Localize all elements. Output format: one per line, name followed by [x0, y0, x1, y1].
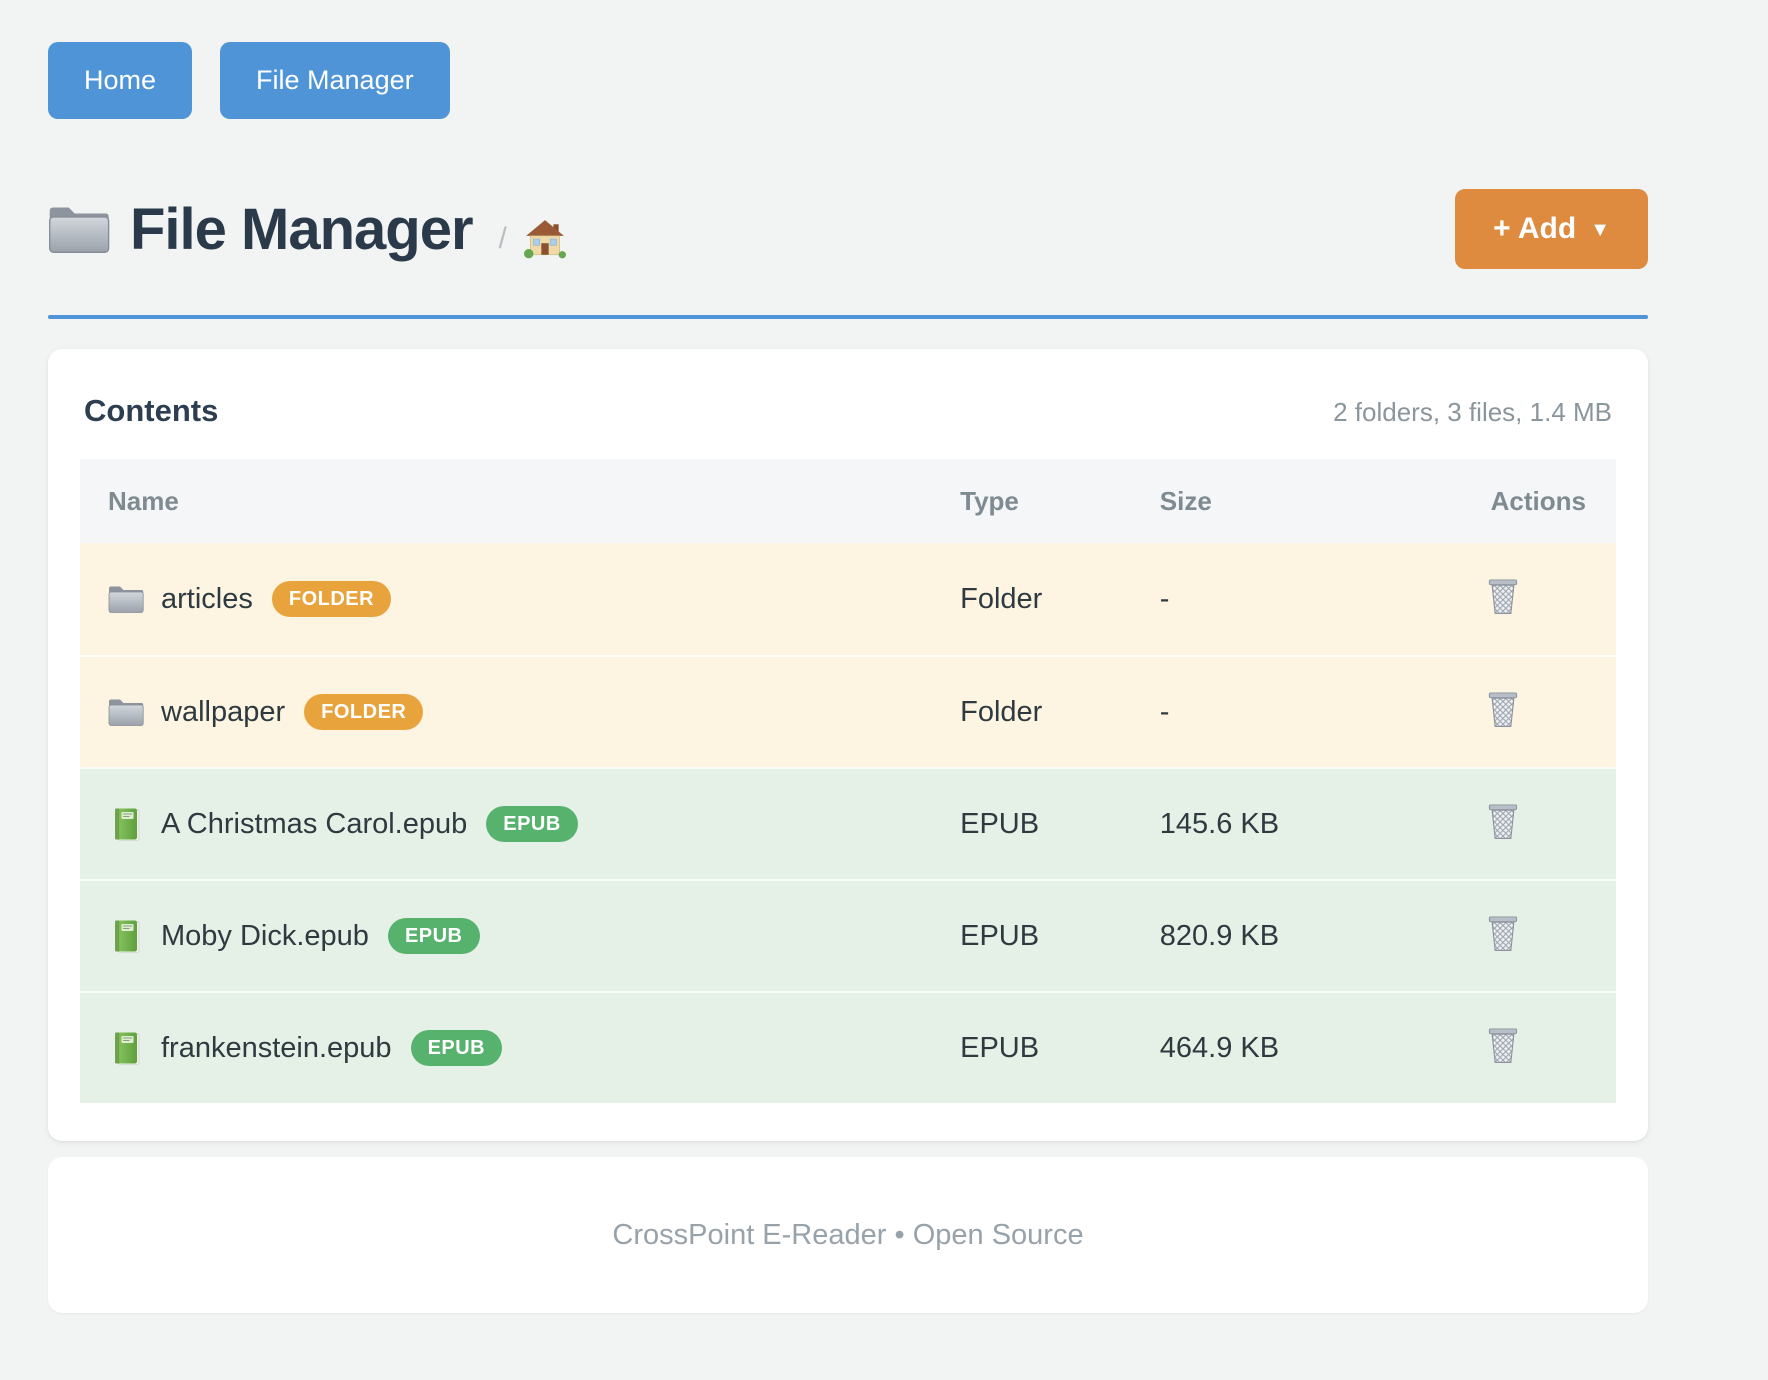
table-row[interactable]: wallpaper FOLDER Folder - [80, 655, 1616, 767]
table-row[interactable]: frankenstein.epub EPUB EPUB 464.9 KB [80, 991, 1616, 1103]
footer-text: CrossPoint E-Reader • Open Source [612, 1218, 1084, 1251]
folder-badge: FOLDER [304, 694, 424, 730]
file-name-cell[interactable]: articles FOLDER [80, 581, 960, 617]
folder-icon [48, 202, 110, 256]
file-size: 145.6 KB [1159, 807, 1280, 840]
file-size: 464.9 KB [1159, 1031, 1280, 1064]
file-name-cell[interactable]: Moby Dick.epub EPUB [80, 918, 960, 954]
chevron-down-icon: ▼ [1590, 219, 1610, 241]
table-row[interactable]: articles FOLDER Folder - [80, 543, 1616, 655]
contents-summary: 2 folders, 3 files, 1.4 MB [1333, 397, 1612, 427]
file-name-cell[interactable]: frankenstein.epub EPUB [80, 1030, 960, 1066]
epub-badge: EPUB [387, 918, 480, 954]
title-group: File Manager / [48, 196, 567, 263]
green-book-icon [108, 919, 144, 953]
file-name-cell[interactable]: A Christmas Carol.epub EPUB [80, 806, 960, 842]
file-size: - [1159, 582, 1170, 615]
epub-badge: EPUB [486, 806, 578, 842]
file-name: A Christmas Carol.epub [161, 807, 468, 840]
file-type: Folder [960, 582, 1043, 615]
nav-file-manager-button[interactable]: File Manager [220, 42, 450, 119]
file-type: EPUB [960, 919, 1040, 952]
nav-home-button[interactable]: Home [48, 42, 193, 119]
column-header-size: Size [1159, 485, 1212, 516]
page-title: File Manager [130, 196, 474, 262]
file-name-cell[interactable]: wallpaper FOLDER [80, 694, 960, 730]
file-size: - [1159, 695, 1170, 728]
add-button-label: + Add [1493, 212, 1577, 245]
delete-button[interactable] [1484, 800, 1522, 845]
footer: CrossPoint E-Reader • Open Source [48, 1157, 1648, 1313]
file-name: Moby Dick.epub [161, 919, 369, 952]
breadcrumb-separator: / [498, 222, 507, 255]
actions-cell [1390, 688, 1616, 736]
delete-button[interactable] [1484, 688, 1522, 733]
actions-cell [1390, 912, 1616, 960]
card-header: Contents 2 folders, 3 files, 1.4 MB [80, 393, 1616, 429]
file-name: articles [161, 582, 253, 615]
page: Home File Manager File Manager / + Add ▼… [48, 42, 1648, 1313]
folder-icon [108, 582, 144, 616]
delete-button[interactable] [1484, 575, 1522, 620]
green-book-icon [108, 807, 144, 841]
wastebasket-icon [1486, 577, 1520, 615]
wastebasket-icon [1486, 1026, 1520, 1064]
wastebasket-icon [1486, 690, 1520, 728]
actions-cell [1390, 1024, 1616, 1072]
file-name: wallpaper [161, 695, 286, 728]
folder-icon [108, 695, 144, 729]
contents-heading: Contents [84, 393, 219, 428]
breadcrumb: / [499, 218, 567, 260]
contents-card: Contents 2 folders, 3 files, 1.4 MB Name… [48, 349, 1648, 1141]
table-row[interactable]: Moby Dick.epub EPUB EPUB 820.9 KB [80, 879, 1616, 991]
file-type: EPUB [960, 1031, 1040, 1064]
column-header-actions: Actions [1490, 485, 1586, 516]
page-header: File Manager / + Add ▼ [48, 189, 1648, 269]
table-header-row: Name Type Size Actions [80, 459, 1616, 543]
folder-badge: FOLDER [271, 581, 392, 617]
add-button[interactable]: + Add ▼ [1455, 189, 1648, 269]
actions-cell [1390, 800, 1616, 848]
file-type: Folder [960, 695, 1043, 728]
wastebasket-icon [1486, 802, 1520, 840]
file-size: 820.9 KB [1159, 919, 1280, 952]
header-divider [48, 315, 1648, 319]
file-name: frankenstein.epub [161, 1031, 392, 1064]
delete-button[interactable] [1484, 1024, 1522, 1069]
epub-badge: EPUB [410, 1030, 503, 1066]
table-row[interactable]: A Christmas Carol.epub EPUB EPUB 145.6 K… [80, 767, 1616, 879]
file-table: Name Type Size Actions articles FOLDER F… [80, 459, 1616, 1103]
delete-button[interactable] [1484, 912, 1522, 957]
top-nav: Home File Manager [48, 42, 1648, 119]
home-icon[interactable] [523, 218, 567, 260]
column-header-type: Type [960, 485, 1019, 516]
column-header-name: Name [108, 485, 179, 516]
actions-cell [1390, 575, 1616, 623]
green-book-icon [108, 1031, 144, 1065]
file-type: EPUB [960, 807, 1040, 840]
wastebasket-icon [1486, 914, 1520, 952]
